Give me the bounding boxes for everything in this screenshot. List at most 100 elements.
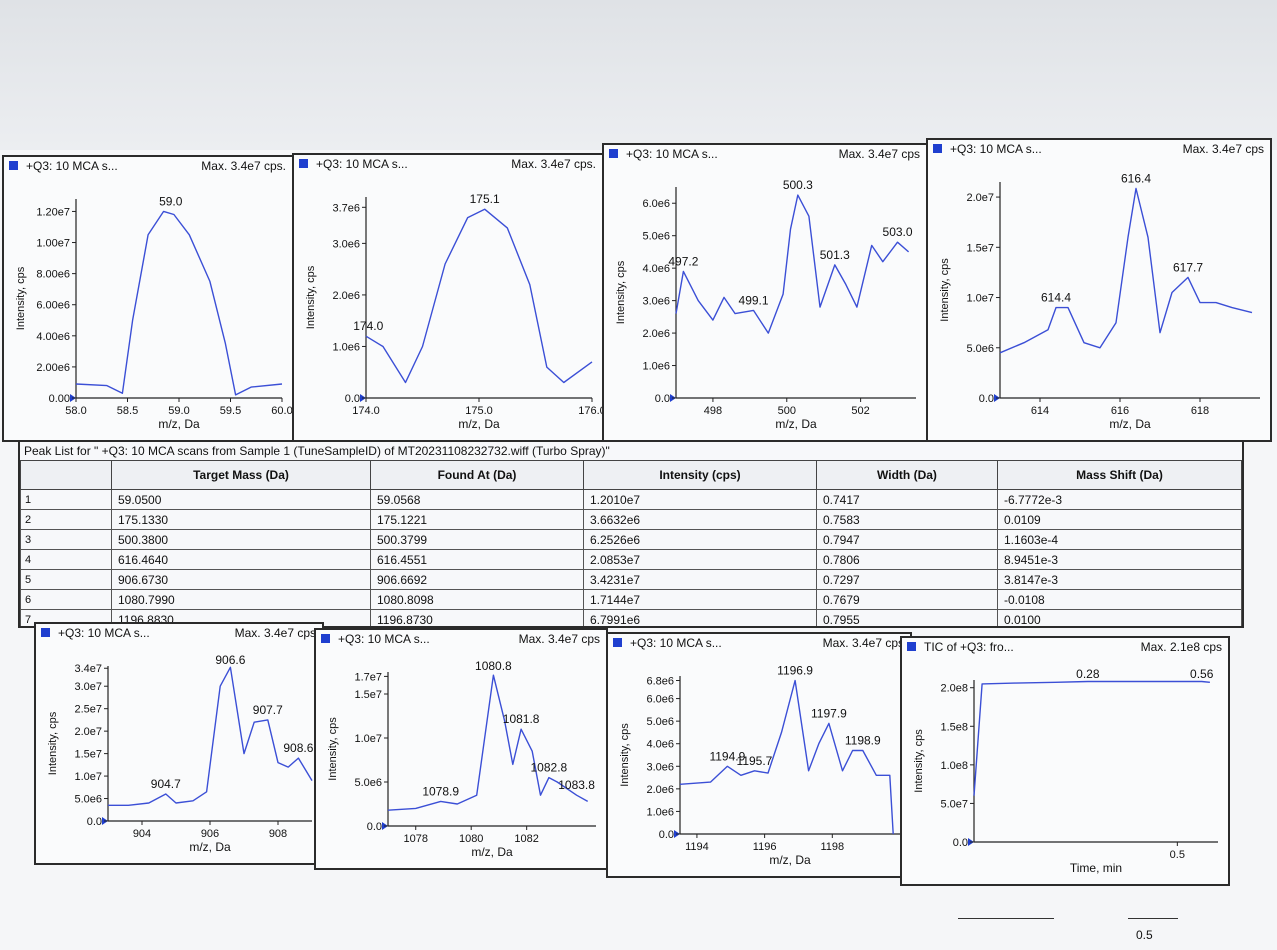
spectrum-panel-616[interactable]: +Q3: 10 MCA s... Max. 3.4e7 cps 0.0 5.0e6 1.…: [926, 138, 1272, 442]
col-header-intensity[interactable]: Intensity (cps): [583, 460, 817, 490]
y-tick-label: 0.00: [49, 393, 70, 405]
col-header-mass-shift[interactable]: Mass Shift (Da): [997, 460, 1242, 490]
panel-marker-icon: [613, 638, 622, 647]
panel-marker-icon: [321, 634, 330, 643]
spectrum-plot[interactable]: 0.0 5.0e6 1.0e7 1.5e7 2.0e7 614 616 618 m/z, Da I…: [928, 140, 1270, 440]
y-tick-label: 2.5e7: [74, 704, 102, 716]
col-header-width[interactable]: Width (Da): [816, 460, 998, 490]
cell-found-at: 500.3799: [370, 529, 584, 550]
y-tick-label: 0.0: [979, 393, 994, 405]
col-header-found-at[interactable]: Found At (Da): [370, 460, 584, 490]
table-row[interactable]: 3 500.3800 500.3799 6.2526e6 0.7947 1.16…: [20, 529, 1242, 550]
y-tick-label: 3.0e7: [74, 681, 102, 693]
peak-label: 1078.9: [422, 784, 459, 798]
cell-width: 0.7679: [816, 589, 998, 610]
y-tick-label: 1.0e6: [646, 806, 674, 818]
spectrum-panel-175[interactable]: +Q3: 10 MCA s... Max. 3.4e7 cps. 0.0 1.0e6 2…: [292, 153, 604, 442]
cell-mass-shift: 8.9451e-3: [997, 549, 1242, 570]
spectrum-plot[interactable]: 0.0 1.0e6 2.0e6 3.0e6 4.0e6 5.0e6 6.0e6 6.8e6 11…: [608, 634, 910, 876]
x-tick-label: 174.0: [352, 405, 380, 417]
y-tick-label: 2.0e6: [646, 784, 674, 796]
cell-index: 5: [20, 569, 112, 590]
col-header-target-mass[interactable]: Target Mass (Da): [111, 460, 371, 490]
spectrum-trace-line: [973, 680, 1210, 796]
spectrum-plot[interactable]: 0.0 5.0e7 1.0e8 1.5e8 2.0e8 0.5 Time, min Inten…: [902, 638, 1228, 884]
y-tick-label: 2.0e7: [966, 192, 994, 204]
spectrum-plot[interactable]: 0.00 2.00e6 4.00e6 6.00e6 8.00e6 1.00e7 1.20e7…: [4, 157, 292, 440]
x-tick-label: 498: [704, 405, 722, 417]
panel-title: +Q3: 10 MCA s...: [950, 142, 1042, 156]
y-tick-label: 4.0e6: [642, 263, 670, 275]
y-tick-label: 1.5e8: [940, 721, 968, 733]
peak-label: 907.7: [253, 703, 283, 717]
y-tick-label: 5.0e6: [354, 777, 382, 789]
cell-found-at: 1196.8730: [370, 609, 584, 626]
y-tick-label: 2.0e6: [332, 290, 360, 302]
cell-width: 0.7947: [816, 529, 998, 550]
cell-intensity: 1.7144e7: [583, 589, 817, 610]
peak-label: 1081.8: [503, 712, 540, 726]
spectrum-panel-1196[interactable]: +Q3: 10 MCA s... Max. 3.4e7 cps 0.0 1.0e6 2.…: [606, 632, 912, 878]
table-row[interactable]: 4 616.4640 616.4551 2.0853e7 0.7806 8.94…: [20, 549, 1242, 570]
x-tick-label: 908: [269, 828, 287, 840]
cell-mass-shift: -6.7772e-3: [997, 489, 1242, 510]
x-tick-label: 1078: [403, 833, 427, 845]
y-tick-label: 1.0e8: [940, 760, 968, 772]
panel-title: +Q3: 10 MCA s...: [626, 147, 718, 161]
tic-panel[interactable]: TIC of +Q3: fro... Max. 2.1e8 cps 0.0 5.0e7…: [900, 636, 1230, 886]
table-row[interactable]: 5 906.6730 906.6692 3.4231e7 0.7297 3.81…: [20, 569, 1242, 590]
cell-width: 0.7583: [816, 509, 998, 530]
table-row[interactable]: 1 59.0500 59.0568 1.2010e7 0.7417 -6.777…: [20, 489, 1242, 510]
cell-width: 0.7297: [816, 569, 998, 590]
y-axis-label: Intensity, cps: [619, 723, 631, 787]
y-tick-label: 2.0e8: [940, 683, 968, 695]
peak-label: 174.0: [353, 319, 383, 333]
x-axis-label: m/z, Da: [769, 853, 811, 867]
y-tick-label: 0.0: [345, 393, 360, 405]
peak-list-table-panel[interactable]: Peak List for " +Q3: 10 MCA scans from S…: [18, 440, 1244, 628]
y-tick-label: 3.0e6: [332, 238, 360, 250]
footer-rule-right: [1128, 918, 1178, 919]
x-tick-label: 176.0: [578, 405, 604, 417]
peak-label: 1083.8: [558, 778, 595, 792]
peak-label: 500.3: [783, 178, 813, 192]
spectrum-panel-500[interactable]: +Q3: 10 MCA s... Max. 3.4e7 cps 0.0 1.0e6 2.…: [602, 143, 928, 442]
cell-target-mass: 616.4640: [111, 549, 371, 570]
spectrum-plot[interactable]: 0.0 1.0e6 2.0e6 3.0e6 4.0e6 5.0e6 6.0e6 498 500 5…: [604, 145, 926, 440]
spectrum-panel-1080[interactable]: +Q3: 10 MCA s... Max. 3.4e7 cps 0.0 5.0e6 1.…: [314, 628, 608, 870]
y-tick-label: 5.0e6: [642, 231, 670, 243]
cell-target-mass: 500.3800: [111, 529, 371, 550]
peak-list-table[interactable]: Target Mass (Da) Found At (Da) Intensity…: [20, 460, 1242, 626]
y-tick-label: 1.0e7: [74, 771, 102, 783]
spectrum-panel-59[interactable]: +Q3: 10 MCA s... Max. 3.4e7 cps. 0.00 2.00e…: [2, 155, 294, 442]
peak-label: 616.4: [1121, 172, 1151, 186]
spectrum-trace-line: [75, 210, 283, 396]
cell-intensity: 2.0853e7: [583, 549, 817, 570]
x-axis-label: m/z, Da: [458, 417, 500, 431]
cell-mass-shift: -0.0108: [997, 589, 1242, 610]
spectrum-panel-906[interactable]: +Q3: 10 MCA s... Max. 3.4e7 cps 0.0 5.0e6 1.…: [34, 622, 324, 865]
y-tick-label: 0.0: [87, 816, 102, 828]
y-axis-label: Intensity, cps: [913, 729, 925, 793]
y-tick-label: 5.0e7: [940, 798, 968, 810]
panel-max-label: Max. 3.4e7 cps: [234, 626, 316, 640]
table-row[interactable]: 6 1080.7990 1080.8098 1.7144e7 0.7679 -0…: [20, 589, 1242, 610]
spectrum-plot[interactable]: 0.0 5.0e6 1.0e7 1.5e7 2.0e7 2.5e7 3.0e7 3.4e7 90…: [36, 624, 322, 863]
y-tick-label: 6.00e6: [36, 300, 70, 312]
x-axis-label: m/z, Da: [189, 840, 231, 854]
panel-max-label: Max. 3.4e7 cps: [518, 632, 600, 646]
peak-label: 1196.9: [777, 664, 813, 678]
spectrum-plot[interactable]: 0.0 1.0e6 2.0e6 3.0e6 3.7e6 174.0 175.0 176.0 m/…: [294, 155, 602, 440]
panel-marker-icon: [907, 642, 916, 651]
cell-index: 6: [20, 589, 112, 610]
spectrum-plot[interactable]: 0.0 5.0e6 1.0e7 1.5e7 1.7e7 1078 1080 1082m/z, …: [316, 630, 606, 868]
cell-mass-shift: 0.0109: [997, 509, 1242, 530]
y-tick-label: 5.0e6: [966, 343, 994, 355]
y-tick-label: 1.0e6: [642, 361, 670, 373]
x-tick-label: 614: [1031, 405, 1049, 417]
y-tick-label: 5.0e6: [646, 716, 674, 728]
x-axis-label: m/z, Da: [1109, 417, 1151, 431]
y-tick-label: 1.00e7: [36, 238, 70, 250]
table-row[interactable]: 2 175.1330 175.1221 3.6632e6 0.7583 0.01…: [20, 509, 1242, 530]
col-header-index[interactable]: [20, 460, 112, 490]
